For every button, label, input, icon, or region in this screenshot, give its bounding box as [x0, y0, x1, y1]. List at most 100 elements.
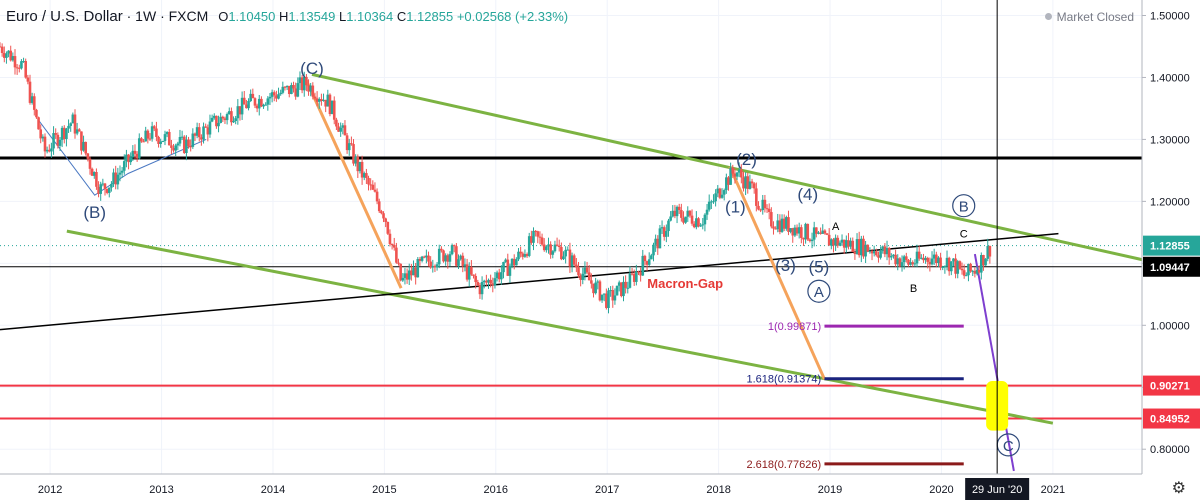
- candle-body: [748, 181, 752, 189]
- candle-body: [71, 114, 75, 124]
- candle-body: [836, 237, 840, 246]
- candle-body: [920, 257, 923, 259]
- candle-body: [446, 255, 450, 262]
- candle-body: [302, 76, 306, 91]
- interval-label[interactable]: 1W: [135, 8, 157, 24]
- candle-body: [392, 245, 396, 248]
- candle-body: [360, 161, 364, 178]
- candle-body: [356, 156, 360, 172]
- candle-body: [772, 226, 775, 229]
- candle-body: [607, 290, 610, 308]
- candle-body: [804, 223, 807, 240]
- candle-body: [911, 262, 915, 265]
- candle-body: [219, 116, 222, 123]
- candle-body: [150, 126, 154, 139]
- candle-body: [437, 248, 441, 265]
- candle-body: [960, 268, 964, 271]
- candle-body: [345, 135, 349, 151]
- candle-body: [270, 92, 274, 97]
- candle-body: [157, 136, 160, 144]
- candle-body: [570, 255, 574, 267]
- candle-body: [729, 167, 732, 185]
- candle-body: [37, 117, 40, 130]
- time-tick-label: 2017: [595, 484, 619, 496]
- candle-body: [686, 210, 690, 217]
- wave-label: A: [832, 221, 840, 233]
- candle-body: [780, 218, 784, 232]
- candle-body: [875, 251, 878, 256]
- candle-body: [101, 183, 105, 185]
- price-tick-label: 1.50000: [1150, 10, 1190, 22]
- candle-body: [452, 245, 456, 247]
- candle-body: [347, 143, 351, 151]
- candle-body: [583, 267, 587, 274]
- candle-body: [354, 156, 357, 164]
- candle-body: [519, 251, 522, 254]
- candle-body: [502, 261, 505, 273]
- candle-body: [510, 258, 514, 266]
- candle-body: [602, 293, 606, 295]
- candle-body: [425, 255, 428, 258]
- candle-body: [975, 270, 979, 274]
- symbol-header[interactable]: Euro / U.S. Dollar · 1W · FXCM O1.10450 …: [6, 8, 568, 25]
- price-tick-label: 0.80000: [1150, 444, 1190, 456]
- candle-body: [223, 118, 227, 121]
- candle-body: [917, 251, 921, 259]
- candle-body: [851, 240, 855, 253]
- status-dot-icon: [1044, 13, 1052, 20]
- candle-body: [493, 278, 497, 286]
- candle-body: [163, 134, 167, 141]
- candle-body: [99, 184, 103, 194]
- candle-body: [707, 201, 711, 210]
- candle-body: [54, 133, 58, 135]
- candle-body: [842, 239, 846, 248]
- candle-body: [945, 257, 949, 267]
- candle-body: [444, 255, 447, 262]
- candle-body: [907, 259, 910, 265]
- candle-body: [969, 263, 972, 272]
- candle-body: [47, 149, 51, 152]
- candle-body: [474, 275, 477, 283]
- candle-body: [0, 46, 4, 54]
- candle-body: [714, 193, 717, 202]
- candle-body: [643, 255, 647, 262]
- time-tick-label: 2018: [706, 484, 730, 496]
- candle-body: [637, 271, 640, 273]
- time-tick-label: 2021: [1041, 484, 1065, 496]
- candle-body: [699, 225, 702, 227]
- candle-body: [952, 258, 955, 262]
- price-tick-label: 1.20000: [1150, 196, 1190, 208]
- candle-body: [200, 137, 203, 140]
- gear-icon[interactable]: ⚙: [1171, 480, 1186, 497]
- candle-body: [598, 281, 602, 301]
- candle-body: [800, 227, 803, 238]
- candle-body: [75, 129, 79, 134]
- candle-body: [332, 100, 336, 120]
- candle-body: [632, 273, 636, 282]
- candle-body: [692, 223, 696, 228]
- candle-body: [412, 267, 415, 276]
- candle-body: [645, 261, 649, 265]
- candle-body: [785, 217, 788, 229]
- candle-body: [365, 173, 368, 178]
- candle-body: [80, 131, 83, 151]
- candle-body: [2, 53, 6, 58]
- candle-body: [847, 240, 850, 247]
- candle-body: [504, 259, 507, 262]
- candle-body: [695, 218, 698, 228]
- candle-body: [174, 145, 177, 151]
- candle-body: [82, 141, 85, 151]
- candle-body: [110, 183, 113, 188]
- candle-body: [658, 228, 662, 249]
- candle-body: [731, 167, 735, 174]
- candle-body: [542, 244, 546, 251]
- candle-body: [545, 246, 548, 251]
- candle-body: [418, 258, 422, 261]
- candle-body: [283, 86, 287, 88]
- symbol-name[interactable]: Euro / U.S. Dollar: [6, 8, 123, 25]
- candle-body: [339, 127, 342, 132]
- candle-body: [791, 228, 795, 236]
- price-label-text: 1.12855: [1150, 241, 1190, 253]
- candle-body: [65, 128, 68, 140]
